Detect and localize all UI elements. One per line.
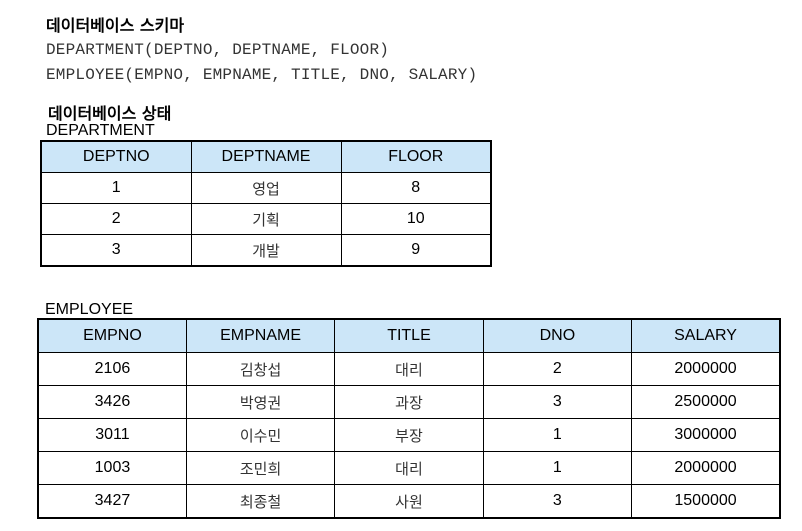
table-cell: 과장 [334,385,484,419]
table-cell: 2106 [37,352,187,386]
table-cell: 2000000 [631,352,781,386]
table-row: 3 개발 9 [40,234,492,267]
table-cell: 8 [340,172,492,204]
table-cell: 부장 [334,418,484,452]
column-header: EMPNO [37,318,187,353]
table-cell: 2 [482,352,633,386]
table-cell: 2000000 [631,451,781,485]
table-cell: 사원 [334,484,484,519]
table-row: 1 영업 8 [40,172,492,204]
table-cell: 3000000 [631,418,781,452]
table-cell: 대리 [334,451,484,485]
table-cell: 1 [482,451,633,485]
table-cell: 1 [482,418,633,452]
table-row: 2 기획 10 [40,203,492,235]
column-header: EMPNAME [185,318,336,353]
column-header: DNO [482,318,633,353]
schema-heading: 데이터베이스 스키마 [46,16,185,35]
table-cell: 이수민 [185,418,336,452]
column-header: TITLE [334,318,484,353]
employee-table-title: EMPLOYEE [45,301,134,318]
table-cell: 2 [40,203,192,235]
table-cell: 기획 [190,203,342,235]
column-header: DEPTNO [40,140,192,173]
table-cell: 3 [482,385,633,419]
table-cell: 10 [340,203,492,235]
table-cell: 박영권 [185,385,336,419]
table-cell: 조민희 [185,451,336,485]
employee-table: EMPNO EMPNAME TITLE DNO SALARY 2106 김창섭 … [37,318,781,519]
schema-line-department: DEPARTMENT(DEPTNO, DEPTNAME, FLOOR) [46,41,390,59]
table-cell: 개발 [190,234,342,267]
table-cell: 김창섭 [185,352,336,386]
table-cell: 1003 [37,451,187,485]
table-cell: 3 [482,484,633,519]
column-header: DEPTNAME [190,140,342,173]
table-row: 2106 김창섭 대리 2 2000000 [37,352,781,386]
table-header-row: DEPTNO DEPTNAME FLOOR [40,140,492,173]
table-cell: 2500000 [631,385,781,419]
table-row: 3011 이수민 부장 1 3000000 [37,418,781,452]
table-cell: 최종철 [185,484,336,519]
table-cell: 3427 [37,484,187,519]
table-cell: 1 [40,172,192,204]
table-cell: 대리 [334,352,484,386]
department-table-title: DEPARTMENT [46,122,155,139]
table-row: 3426 박영권 과장 3 2500000 [37,385,781,419]
table-cell: 3011 [37,418,187,452]
column-header: FLOOR [340,140,492,173]
table-header-row: EMPNO EMPNAME TITLE DNO SALARY [37,318,781,353]
table-cell: 영업 [190,172,342,204]
state-heading: 데이터베이스 상태 [48,104,172,123]
table-cell: 9 [340,234,492,267]
table-cell: 1500000 [631,484,781,519]
column-header: SALARY [631,318,781,353]
table-row: 3427 최종철 사원 3 1500000 [37,484,781,519]
table-cell: 3 [40,234,192,267]
table-cell: 3426 [37,385,187,419]
table-row: 1003 조민희 대리 1 2000000 [37,451,781,485]
department-table: DEPTNO DEPTNAME FLOOR 1 영업 8 2 기획 10 3 개… [40,140,492,267]
schema-line-employee: EMPLOYEE(EMPNO, EMPNAME, TITLE, DNO, SAL… [46,66,478,84]
